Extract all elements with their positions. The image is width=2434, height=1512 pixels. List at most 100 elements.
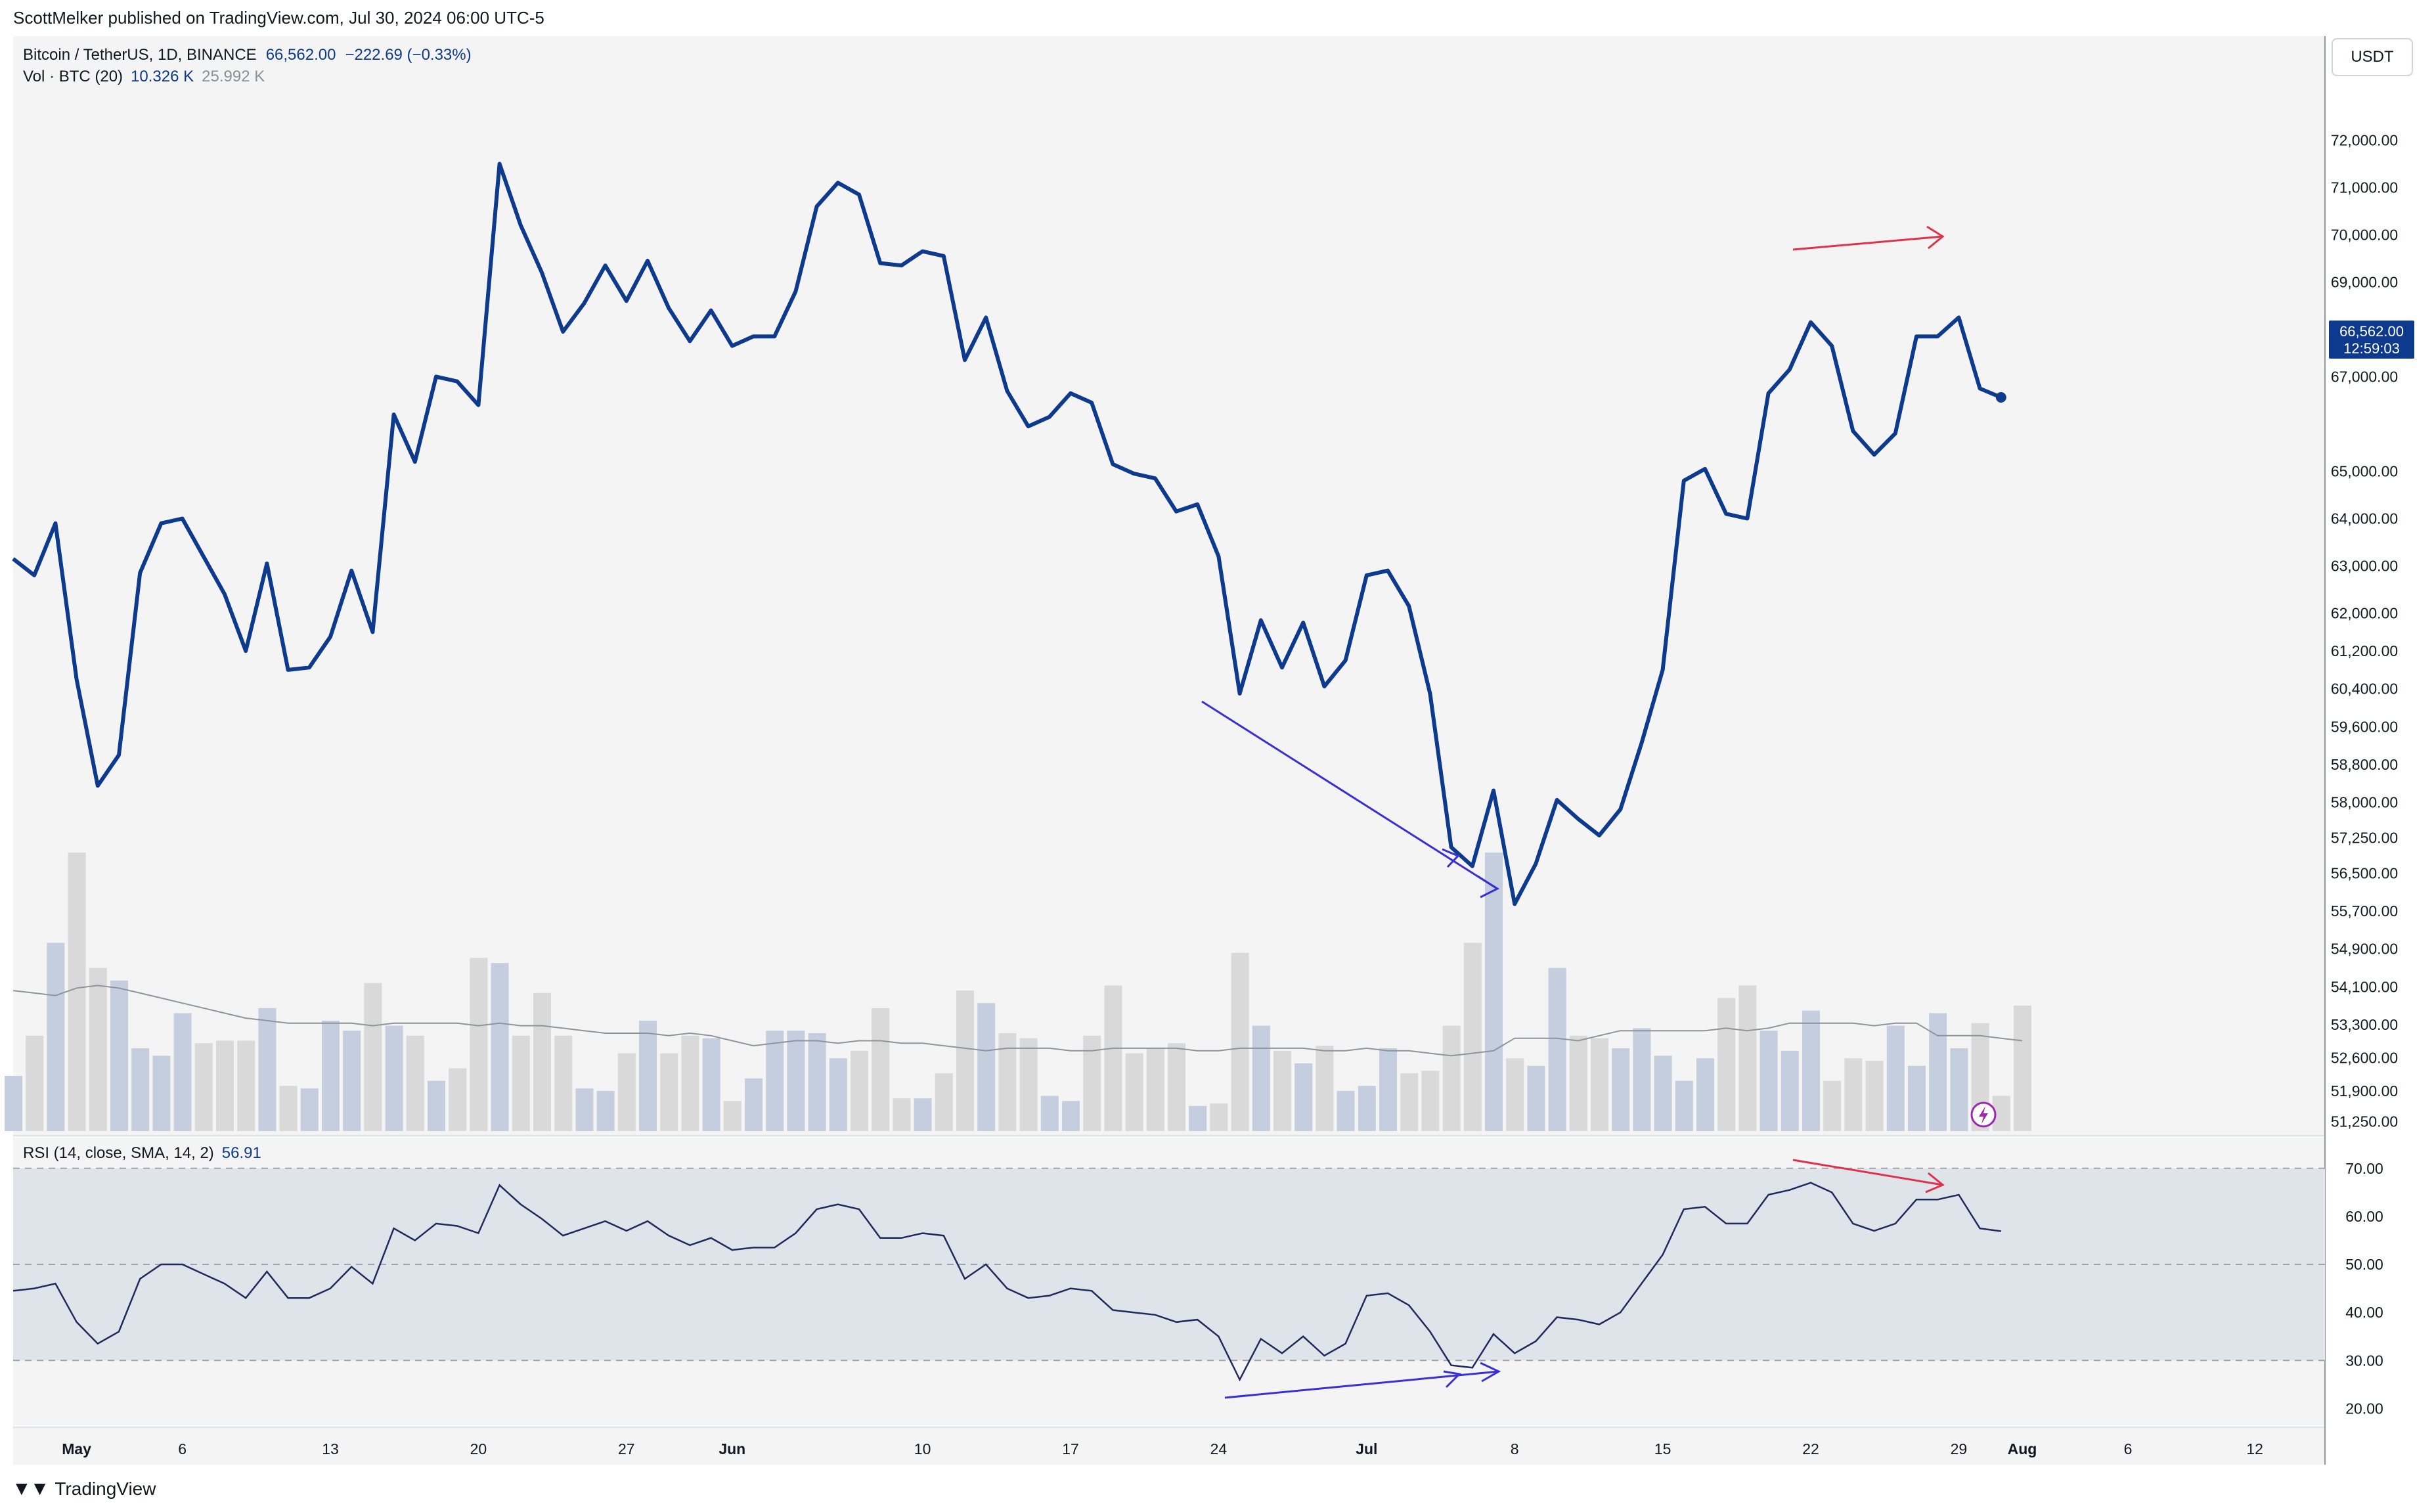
volume-bar — [1886, 1025, 1905, 1131]
time-tick-label: 29 — [1951, 1440, 1968, 1457]
price-pane[interactable] — [13, 36, 2325, 1134]
rsi-tick-label: 50.00 — [2345, 1256, 2383, 1273]
time-tick-label: 10 — [914, 1440, 931, 1457]
symbol-legend[interactable]: Bitcoin / TetherUS, 1D, BINANCE 66,562.00… — [23, 46, 472, 64]
volume-bar — [300, 1088, 319, 1131]
price-tick-label: 53,300.00 — [2331, 1016, 2398, 1033]
volume-bar — [512, 1035, 530, 1131]
volume-bar — [914, 1098, 932, 1131]
currency-selector[interactable]: USDT — [2332, 38, 2413, 76]
volume-bar — [1929, 1013, 1947, 1131]
tradingview-brand[interactable]: ▼▼ TradingView — [12, 1478, 156, 1500]
volume-bar — [1844, 1058, 1863, 1131]
volume-bar — [1717, 998, 1736, 1131]
volume-bar — [808, 1033, 826, 1131]
bearish-divergence-arrow-rsi[interactable] — [1792, 1159, 1945, 1193]
volume-bar — [766, 1031, 784, 1131]
volume-bar — [1908, 1065, 1926, 1131]
last-price-dot — [1995, 391, 2006, 403]
bearish-divergence-arrow-price[interactable] — [1792, 225, 1945, 251]
volume-bar — [1591, 1038, 1608, 1131]
volume-bar — [1569, 1035, 1587, 1131]
last-price-tag: 66,562.00 12:59:03 — [2329, 321, 2414, 359]
price-tick-label: 70,000.00 — [2331, 226, 2398, 243]
volume-bar — [89, 967, 107, 1131]
volume-bar — [322, 1020, 340, 1131]
volume-bar — [1823, 1080, 1842, 1131]
volume-bar — [1019, 1038, 1038, 1131]
volume-bar — [1759, 1031, 1778, 1131]
price-change: −222.69 (−0.33%) — [345, 46, 472, 64]
volume-bar — [2014, 1006, 2031, 1131]
rsi-label: RSI (14, close, SMA, 14, 2) — [23, 1144, 214, 1162]
time-tick-label: Jul — [1356, 1440, 1377, 1457]
volume-bar — [1633, 1028, 1651, 1131]
price-tick-label: 51,250.00 — [2331, 1113, 2398, 1130]
volume-bar — [596, 1090, 615, 1131]
time-tick-label: 15 — [1654, 1440, 1671, 1457]
time-tick-label: 8 — [1511, 1440, 1519, 1457]
price-tick-label: 55,700.00 — [2331, 902, 2398, 920]
volume-bar — [1865, 1061, 1884, 1131]
volume-bar — [1781, 1050, 1799, 1131]
volume-bar — [216, 1040, 234, 1131]
price-tick-label: 69,000.00 — [2331, 273, 2398, 290]
volume-bar — [1294, 1063, 1313, 1131]
rsi-value: 56.91 — [221, 1144, 261, 1162]
volume-bar — [1379, 1048, 1397, 1131]
volume-bar — [1527, 1065, 1545, 1131]
price-tick-label: 52,600.00 — [2331, 1049, 2398, 1066]
price-tick-label: 72,000.00 — [2331, 131, 2398, 148]
volume-bar — [1168, 1043, 1185, 1131]
countdown-timer: 12:59:03 — [2343, 340, 2400, 357]
volume-bar — [617, 1053, 636, 1131]
volume-bar — [935, 1073, 953, 1131]
volume-bar — [406, 1035, 424, 1131]
volume-bar — [5, 1076, 22, 1131]
volume-bar — [1337, 1090, 1355, 1131]
volume-bar — [1400, 1073, 1419, 1131]
volume-value: 10.326 K — [131, 68, 194, 85]
volume-ma-value: 25.992 K — [202, 68, 265, 85]
bullish-divergence-arrow-rsi[interactable] — [1224, 1362, 1501, 1399]
rsi-legend[interactable]: RSI (14, close, SMA, 14, 2) 56.91 — [23, 1144, 261, 1163]
rsi-axis[interactable]: 70.00 60.00 50.00 40.00 30.00 20.00 — [2345, 1160, 2383, 1417]
price-tick-label: 58,800.00 — [2331, 756, 2398, 773]
time-tick-label: Jun — [719, 1440, 745, 1457]
alert-icon[interactable] — [1970, 1101, 1997, 1128]
volume-bar — [1654, 1056, 1672, 1131]
price-tick-label: 51,900.00 — [2331, 1082, 2398, 1100]
time-tick-label: Aug — [2008, 1440, 2037, 1457]
volume-bar — [1421, 1071, 1440, 1131]
volume-bar — [851, 1050, 868, 1131]
volume-bar — [385, 1025, 403, 1131]
volume-bar — [1548, 967, 1566, 1131]
volume-bar — [1738, 985, 1757, 1131]
price-tick-label: 63,000.00 — [2331, 558, 2398, 575]
volume-bar — [173, 1013, 192, 1131]
rsi-tick-label: 40.00 — [2345, 1304, 2383, 1321]
volume-bar — [660, 1053, 678, 1131]
volume-bar — [1125, 1053, 1143, 1131]
tradingview-logo-icon: ▼▼ — [12, 1478, 49, 1500]
price-tick-label: 64,000.00 — [2331, 510, 2398, 527]
bullish-divergence-arrow-price[interactable] — [1201, 700, 1500, 899]
volume-bar — [1231, 952, 1249, 1131]
price-tick-label: 57,250.00 — [2331, 830, 2398, 847]
volume-bar — [47, 943, 65, 1131]
volume-bar — [491, 963, 509, 1131]
rsi-tick-label: 20.00 — [2345, 1400, 2383, 1417]
volume-ma-line — [12, 985, 2023, 1057]
volume-bar — [1252, 1025, 1270, 1131]
time-tick-label: 20 — [470, 1440, 487, 1457]
volume-legend[interactable]: Vol · BTC (20) 10.326 K 25.992 K — [23, 68, 265, 86]
time-tick-label: 6 — [2124, 1440, 2133, 1457]
volume-bar — [1696, 1058, 1714, 1131]
time-axis[interactable] — [13, 1429, 2325, 1465]
price-tick-label: 61,200.00 — [2331, 642, 2398, 659]
volume-bar — [1485, 853, 1503, 1131]
volume-bar — [575, 1088, 594, 1131]
price-tick-label: 58,000.00 — [2331, 794, 2398, 811]
price-axis[interactable]: 72,000.0071,000.0070,000.0069,000.0068,0… — [2331, 131, 2398, 1130]
